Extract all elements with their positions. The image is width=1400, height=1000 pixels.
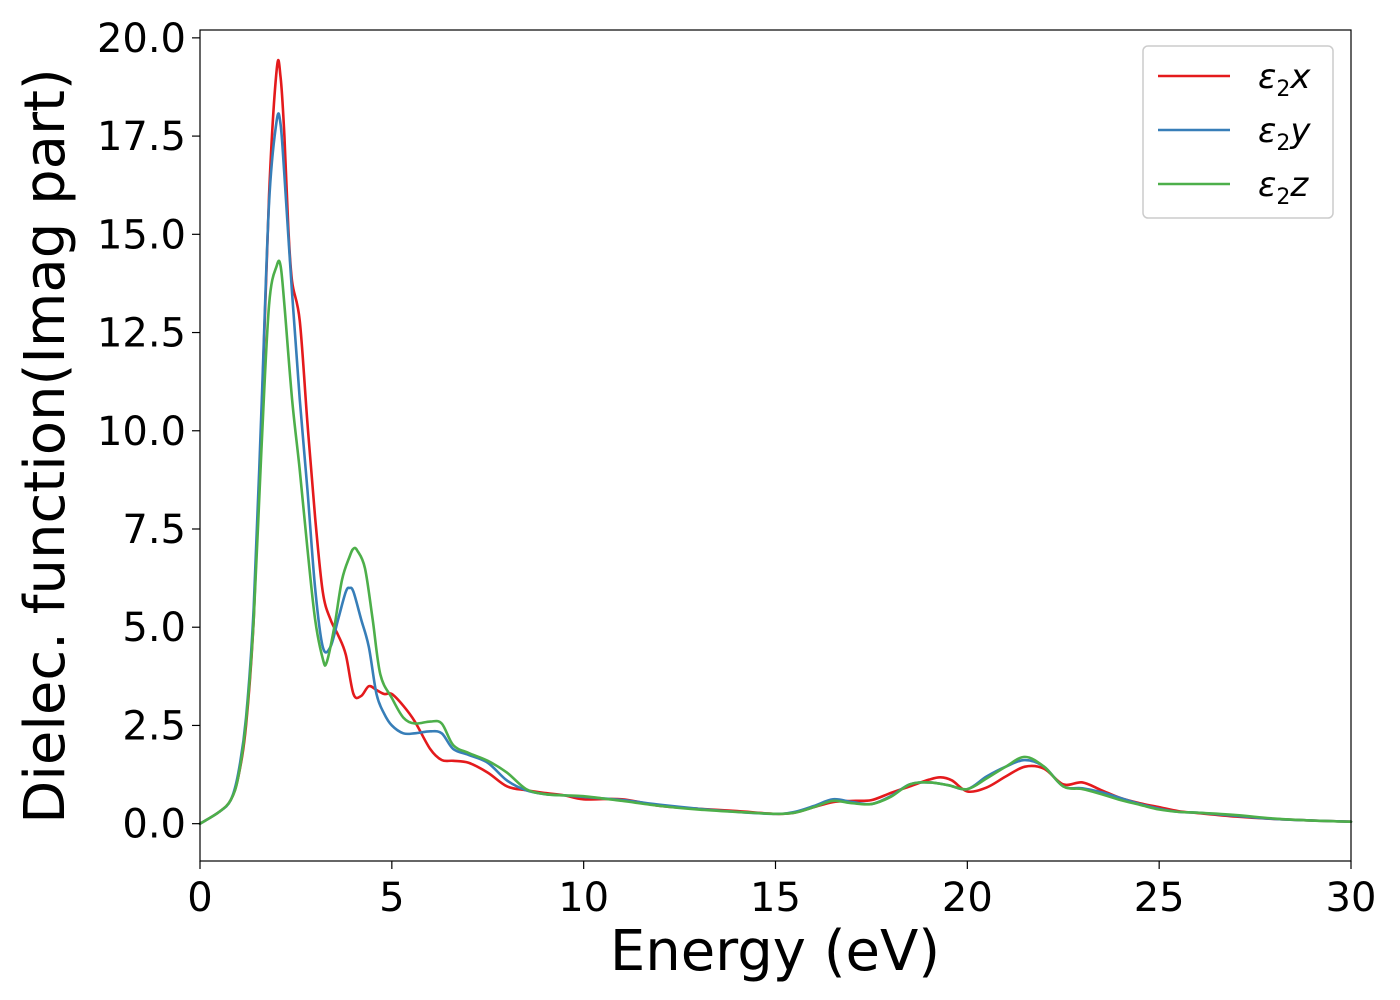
y-tick-label: 10.0 [97, 409, 186, 455]
y-axis: 0.0 2.5 5.0 7.5 10.0 12.5 15.0 17.5 20.0 [97, 16, 200, 848]
x-tick-label: 0 [187, 875, 212, 921]
y-tick-label: 20.0 [97, 16, 186, 62]
legend-label-z: ε2z [1258, 165, 1309, 210]
x-tick-label: 30 [1326, 875, 1377, 921]
y-tick-label: 2.5 [122, 703, 186, 749]
y-tick-label: 5.0 [122, 605, 186, 651]
legend-box [1142, 45, 1334, 219]
series-layer [198, 58, 1353, 825]
y-tick-label: 7.5 [122, 507, 186, 553]
x-axis-label: Energy (eV) [610, 919, 940, 984]
series-line-z [198, 259, 1353, 825]
y-tick-label: 0.0 [122, 802, 186, 848]
x-tick-label: 15 [750, 875, 801, 921]
legend-label-x: ε2x [1258, 57, 1311, 102]
x-tick-label: 5 [379, 875, 404, 921]
x-tick-label: 10 [558, 875, 609, 921]
x-axis: 0 5 10 15 20 25 30 [187, 861, 1376, 921]
x-tick-label: 20 [942, 875, 993, 921]
y-tick-label: 15.0 [97, 212, 186, 258]
y-tick-label: 17.5 [97, 114, 186, 160]
y-tick-label: 12.5 [97, 311, 186, 357]
legend-label-y: ε2y [1258, 111, 1311, 156]
y-axis-label: Dielec. function(Imag part) [13, 68, 78, 824]
x-tick-label: 25 [1134, 875, 1185, 921]
legend: ε2x ε2y ε2z [1142, 45, 1334, 219]
series-line-x [198, 58, 1353, 825]
